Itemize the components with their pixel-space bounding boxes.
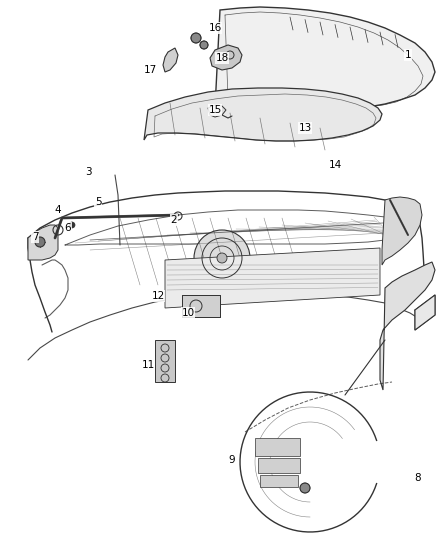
Text: 6: 6 bbox=[65, 223, 71, 233]
Circle shape bbox=[191, 33, 201, 43]
Polygon shape bbox=[212, 7, 435, 108]
Polygon shape bbox=[210, 45, 242, 70]
Polygon shape bbox=[415, 295, 435, 330]
Text: 1: 1 bbox=[405, 50, 411, 60]
Text: 11: 11 bbox=[141, 360, 155, 370]
Text: 8: 8 bbox=[415, 473, 421, 483]
Text: 9: 9 bbox=[229, 455, 235, 465]
Text: 4: 4 bbox=[55, 205, 61, 215]
Polygon shape bbox=[28, 225, 58, 260]
Text: 2: 2 bbox=[171, 215, 177, 225]
Circle shape bbox=[35, 237, 45, 247]
Polygon shape bbox=[165, 248, 380, 308]
Polygon shape bbox=[163, 48, 178, 72]
Bar bbox=[182, 295, 220, 317]
Text: 7: 7 bbox=[32, 232, 38, 242]
Text: 16: 16 bbox=[208, 23, 222, 33]
Text: 3: 3 bbox=[85, 167, 91, 177]
Text: 14: 14 bbox=[328, 160, 342, 170]
Bar bbox=[260, 475, 298, 487]
Circle shape bbox=[69, 222, 75, 228]
Text: 15: 15 bbox=[208, 105, 222, 115]
Circle shape bbox=[194, 230, 250, 286]
Polygon shape bbox=[144, 88, 382, 141]
Text: 10: 10 bbox=[181, 308, 194, 318]
Text: 12: 12 bbox=[152, 291, 165, 301]
Text: 18: 18 bbox=[215, 53, 229, 63]
Circle shape bbox=[300, 483, 310, 493]
Text: 13: 13 bbox=[298, 123, 311, 133]
Text: 5: 5 bbox=[95, 197, 101, 207]
Text: 17: 17 bbox=[143, 65, 157, 75]
Polygon shape bbox=[208, 105, 226, 117]
Polygon shape bbox=[382, 197, 422, 265]
Bar bbox=[258, 458, 300, 473]
Circle shape bbox=[200, 41, 208, 49]
Bar bbox=[155, 340, 175, 382]
Bar bbox=[255, 438, 300, 456]
Circle shape bbox=[217, 253, 227, 263]
Polygon shape bbox=[380, 262, 435, 390]
